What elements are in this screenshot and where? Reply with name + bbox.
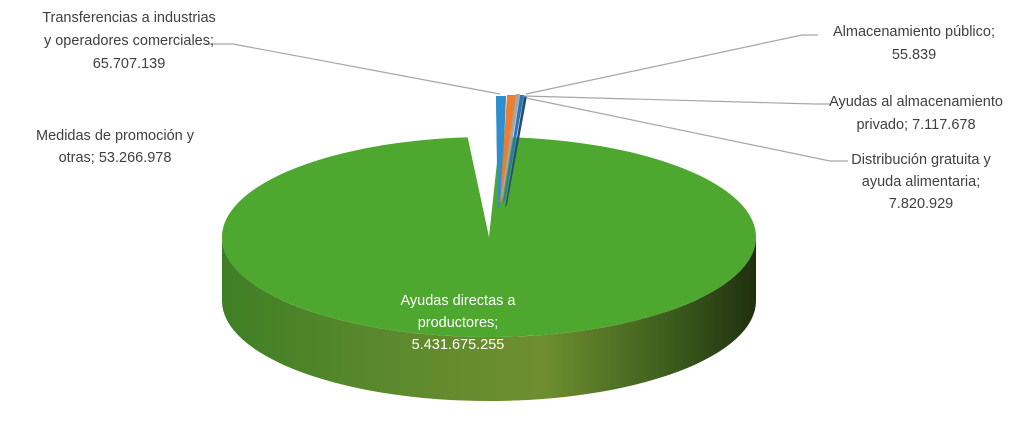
leader-line-distribucion-gratuita-y-ayuda-alimentaria <box>525 97 848 162</box>
data-labels-layer: Transferencias a industrias y operadores … <box>36 10 1003 353</box>
leader-line-ayudas-al-almacenamiento-privado <box>523 95 830 105</box>
data-label-line: 7.820.929 <box>889 196 954 212</box>
slice-medidas-de-promocion-y-otras <box>500 95 516 204</box>
data-label-line: 5.431.675.255 <box>412 337 505 353</box>
data-label-line: Ayudas al almacenamiento <box>829 94 1003 110</box>
data-label-line: productores; <box>418 315 499 331</box>
data-label-line: Almacenamiento público; <box>833 24 995 40</box>
data-label-line: Transferencias a industrias <box>42 10 216 26</box>
leader-line-almacenamiento-publico <box>525 34 818 95</box>
data-label-transferencias-a-industrias-y-operadores-comerciales: Transferencias a industrias y operadores … <box>42 10 216 72</box>
data-label-line: privado; 7.117.678 <box>856 117 975 133</box>
data-label-line: y operadores comerciales; <box>44 33 214 49</box>
data-label-line: 55.839 <box>892 47 936 63</box>
slice-almacenamiento-publico <box>501 94 520 200</box>
data-label-line: otras; 53.266.978 <box>59 150 172 166</box>
data-label-line: Distribución gratuita y <box>851 152 991 168</box>
data-label-medidas-de-promocion-y-otras: Medidas de promoción y otras; 53.266.978 <box>36 128 195 166</box>
pie-top-layer <box>222 94 757 337</box>
data-label-distribucion-gratuita-y-ayuda-alimentaria: Distribución gratuita y ayuda alimentaria… <box>851 152 991 212</box>
slice-transferencias-a-industrias-y-operadores-comerciales <box>496 96 506 209</box>
slice-distribucion-gratuita-y-ayuda-alimentaria <box>505 96 527 208</box>
data-label-almacenamiento-publico: Almacenamiento público; 55.839 <box>833 24 995 63</box>
leader-line-transferencias-a-industrias-y-operadores-comerciales <box>205 43 501 95</box>
data-label-ayudas-directas-a-productores: Ayudas directas a productores; 5.431.675.2… <box>401 293 517 353</box>
slice-ayudas-al-almacenamiento-privado <box>503 95 524 204</box>
data-label-ayudas-al-almacenamiento-privado: Ayudas al almacenamiento privado; 7.117.6… <box>829 94 1003 133</box>
slice-ayudas-directas-a-productores <box>222 137 757 337</box>
data-label-line: 65.707.139 <box>93 56 166 72</box>
data-label-line: Ayudas directas a <box>401 293 517 309</box>
slice-side-ayudas-directas-a-productores <box>222 237 756 401</box>
data-label-line: Medidas de promoción y <box>36 128 195 144</box>
data-label-line: ayuda alimentaria; <box>862 174 981 190</box>
leader-lines-layer <box>205 34 848 162</box>
